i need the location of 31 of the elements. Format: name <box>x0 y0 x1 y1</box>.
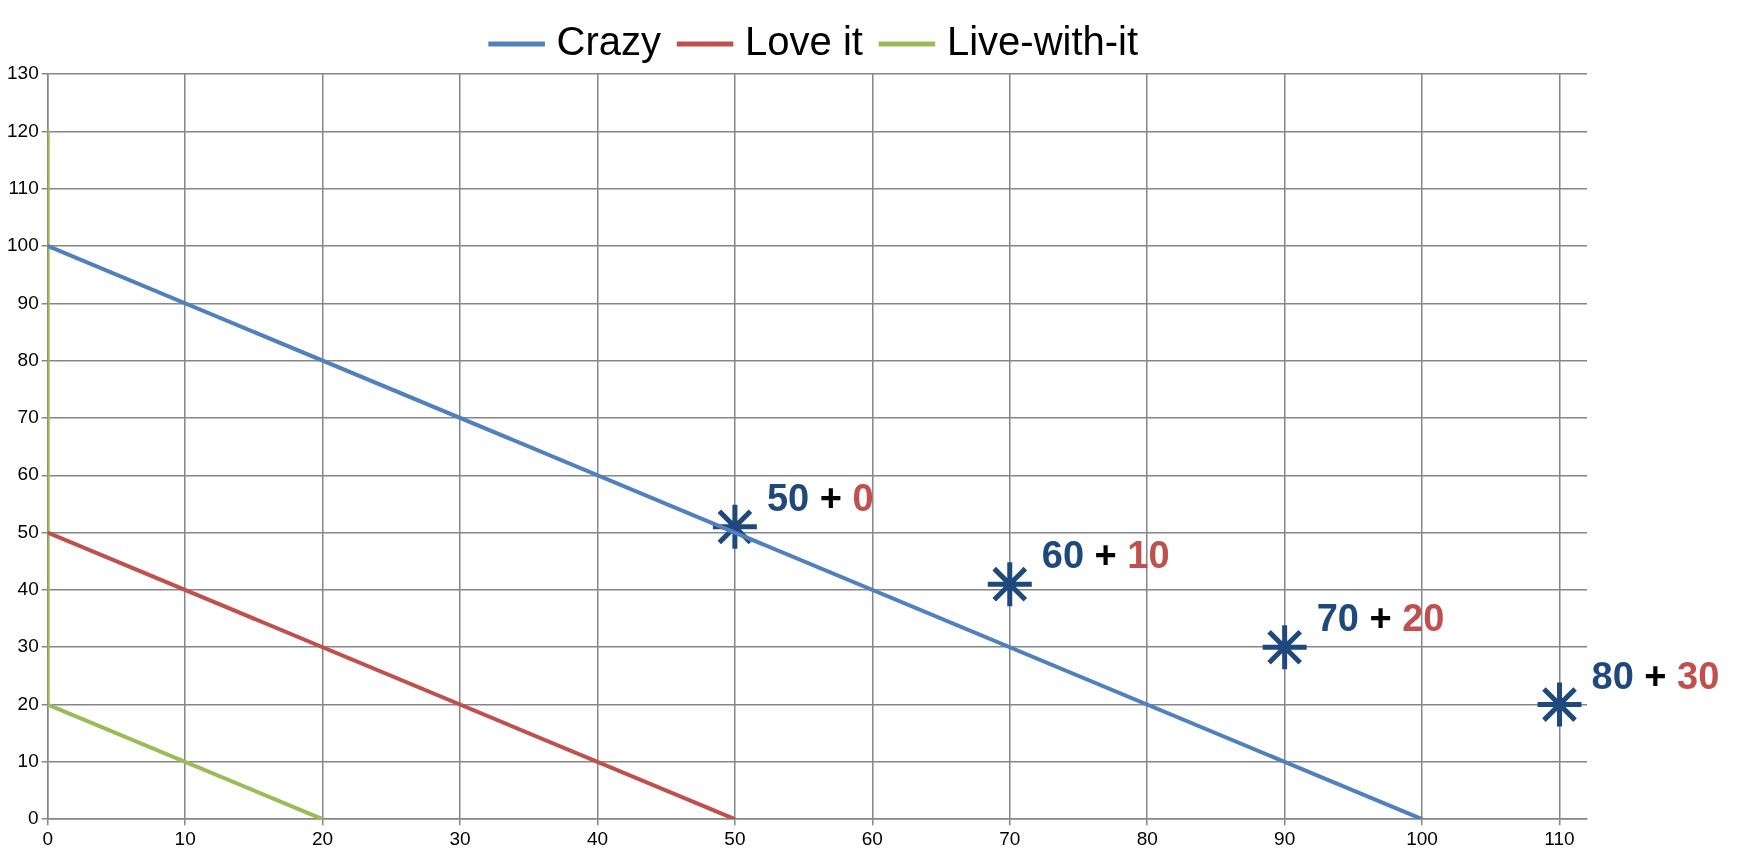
x-tick-label: 70 <box>999 827 1021 849</box>
x-tick-label: 20 <box>312 827 334 849</box>
y-tick-label: 80 <box>17 348 39 370</box>
legend-label: Love it <box>745 19 863 64</box>
x-tick-label: 30 <box>449 827 471 849</box>
y-tick-label: 130 <box>7 62 39 84</box>
y-tick-label: 30 <box>17 635 39 657</box>
x-tick-label: 90 <box>1274 827 1296 849</box>
y-tick-label: 0 <box>28 807 39 829</box>
y-tick-label: 100 <box>7 234 39 256</box>
y-tick-label: 70 <box>17 406 39 428</box>
x-tick-label: 50 <box>724 827 746 849</box>
x-tick-label: 40 <box>586 827 609 849</box>
x-tick-label: 110 <box>1544 827 1575 849</box>
x-tick-label: 80 <box>1136 827 1158 849</box>
y-tick-label: 60 <box>17 463 39 485</box>
y-tick-label: 120 <box>7 119 39 141</box>
annotation: 50 + 0 <box>766 476 874 519</box>
y-tick-label: 90 <box>17 291 39 313</box>
annotation: 80 + 30 <box>1591 654 1720 697</box>
x-tick-label: 0 <box>42 827 53 849</box>
legend-label: Crazy <box>556 19 662 64</box>
y-tick-label: 110 <box>8 176 39 198</box>
y-tick-label: 40 <box>17 578 39 600</box>
x-tick-label: 60 <box>861 827 883 849</box>
y-tick-label: 20 <box>17 692 39 714</box>
x-tick-label: 10 <box>174 827 196 849</box>
y-tick-label: 10 <box>17 750 39 772</box>
y-tick-label: 50 <box>17 520 39 542</box>
x-tick-label: 100 <box>1406 827 1438 849</box>
legend-label: Live-with-it <box>946 19 1139 64</box>
